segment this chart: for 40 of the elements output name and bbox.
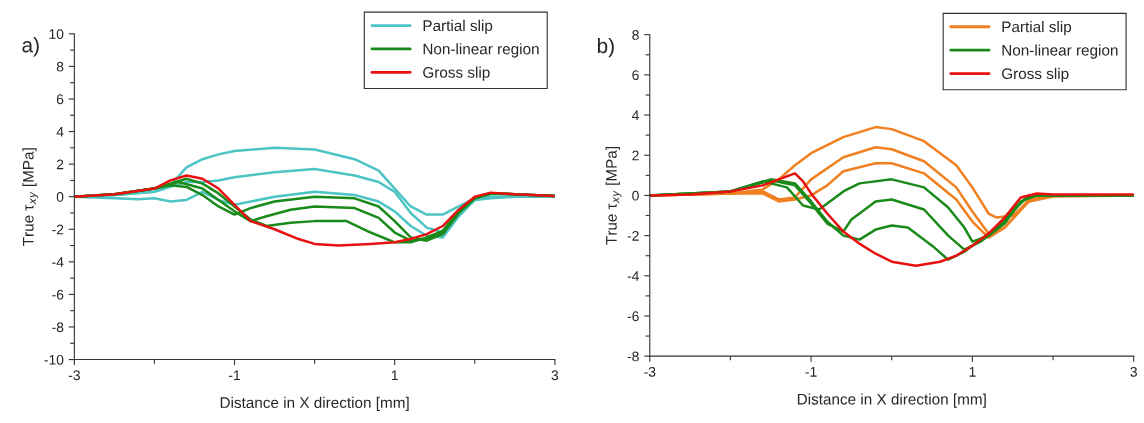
- x-tick-label: -1: [805, 367, 817, 377]
- y-tick-label: -6: [52, 289, 64, 300]
- x-tick-label: -1: [228, 370, 241, 381]
- chart-title: b): [597, 37, 614, 58]
- x-tick-label: 3: [551, 370, 559, 381]
- y-tick-label: 4: [56, 127, 64, 137]
- y-tick-label: 0: [632, 190, 639, 201]
- legend-label: Partial slip: [423, 19, 493, 35]
- y-tick-label: -8: [627, 351, 639, 362]
- legend-label: Gross slip: [1002, 67, 1069, 83]
- y-tick-label: -4: [627, 271, 639, 281]
- y-tick-label: 4: [631, 110, 639, 121]
- y-tick-label: 2: [632, 150, 639, 161]
- y-tick-label: 8: [56, 61, 64, 72]
- y-axis-title: True τ$_{xy}$ [MPa]: [22, 148, 39, 246]
- y-tick-label: -4: [52, 257, 64, 267]
- legend-label: Gross slip: [423, 66, 490, 81]
- y-tick-label: 10: [49, 29, 64, 40]
- y-tick-label: 2: [56, 159, 64, 170]
- x-tick-label: -3: [644, 366, 656, 377]
- y-tick-label: -2: [627, 230, 639, 241]
- y-tick-label: 6: [632, 70, 639, 81]
- y-tick-label: -6: [627, 311, 639, 322]
- x-tick-label: -3: [68, 370, 80, 381]
- x-tick-label: 1: [969, 367, 976, 377]
- y-tick-label: -2: [52, 224, 64, 235]
- legend-label: Non-linear region: [1002, 44, 1118, 59]
- y-tick-label: -8: [52, 322, 64, 333]
- chart-title: a): [22, 37, 39, 57]
- y-tick-label: 6: [56, 94, 64, 105]
- y-tick-label: -10: [44, 354, 64, 365]
- y-tick-label: 0: [56, 192, 64, 202]
- y-axis-title: True τ$_{xy}$ [MPa]: [605, 147, 622, 245]
- x-axis-title: Distance in X direction [mm]: [797, 393, 986, 408]
- legend-label: Non-linear region: [423, 43, 539, 58]
- x-tick-label: 1: [391, 370, 398, 381]
- y-tick-label: 8: [632, 30, 639, 40]
- x-tick-label: 3: [1130, 366, 1137, 377]
- legend-label: Partial slip: [1002, 21, 1072, 36]
- x-axis-title: Distance in X direction [mm]: [220, 396, 409, 412]
